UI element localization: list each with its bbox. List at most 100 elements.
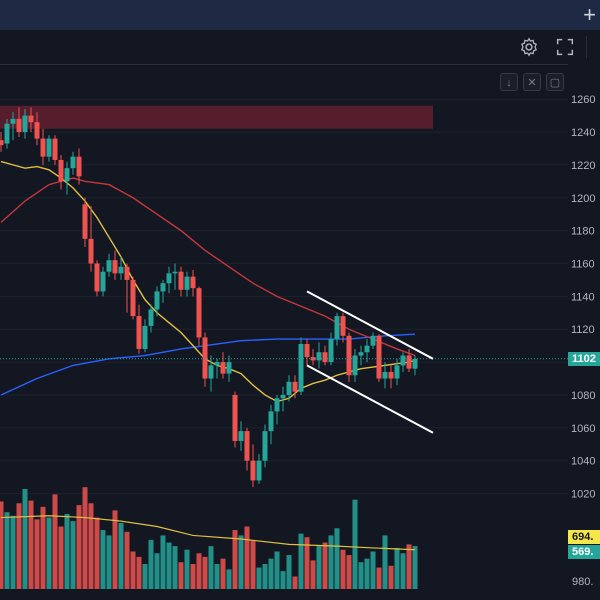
collapse-icon[interactable]: ✕ bbox=[523, 73, 541, 91]
price-chart[interactable]: 1260124012201200118011601140112011001080… bbox=[0, 64, 600, 600]
candle bbox=[406, 348, 412, 372]
volume-bar bbox=[202, 556, 208, 589]
volume-bar bbox=[292, 576, 298, 589]
volume-bar bbox=[274, 551, 280, 589]
volume-bar bbox=[64, 514, 70, 589]
candle bbox=[70, 151, 76, 175]
candle bbox=[340, 312, 346, 343]
toolbar-separator bbox=[586, 36, 587, 58]
maximize-icon[interactable]: ▢ bbox=[546, 73, 564, 91]
resistance-zone bbox=[0, 105, 433, 129]
candle-body bbox=[370, 335, 376, 346]
volume-bar bbox=[286, 555, 292, 589]
volume-bar bbox=[238, 535, 244, 589]
candle bbox=[214, 358, 220, 379]
volume-bar bbox=[148, 539, 154, 589]
candles bbox=[0, 107, 418, 487]
candle-body bbox=[358, 352, 364, 356]
candle bbox=[232, 391, 238, 448]
volume-bar bbox=[166, 542, 172, 589]
volume-bar bbox=[394, 547, 400, 589]
candle-body bbox=[4, 123, 10, 144]
candle-body bbox=[262, 431, 268, 461]
candle-body bbox=[82, 204, 88, 239]
volume-bar bbox=[82, 487, 88, 589]
fullscreen-icon[interactable] bbox=[554, 36, 576, 58]
add-tab-button[interactable]: + bbox=[583, 2, 596, 27]
candle-body bbox=[34, 122, 40, 139]
candle-body bbox=[292, 381, 298, 392]
grid bbox=[0, 98, 568, 495]
volume-bar bbox=[172, 546, 178, 589]
candle-body bbox=[148, 309, 154, 326]
volume-bar bbox=[118, 522, 124, 589]
candle bbox=[286, 375, 292, 402]
price-tick-label: 1240 bbox=[571, 127, 595, 139]
price-tick-label: 1040 bbox=[571, 456, 595, 468]
candle bbox=[262, 424, 268, 468]
candle bbox=[100, 266, 106, 297]
candle bbox=[298, 337, 304, 395]
volume-bar bbox=[214, 564, 220, 589]
candle-body bbox=[244, 431, 250, 461]
candle bbox=[304, 339, 310, 366]
candle bbox=[28, 107, 34, 133]
price-axis[interactable] bbox=[568, 64, 600, 600]
volume-bar bbox=[406, 544, 412, 589]
volume-bar bbox=[328, 535, 334, 589]
candle bbox=[142, 319, 148, 353]
volume-bar bbox=[352, 499, 358, 589]
volume-bar bbox=[76, 505, 82, 589]
price-axis-labels: 1260124012201200118011601140112011001080… bbox=[571, 94, 595, 500]
candle-body bbox=[88, 238, 94, 264]
candle bbox=[202, 332, 208, 387]
candle-body bbox=[208, 365, 214, 379]
candle-body bbox=[118, 266, 124, 274]
candle-body bbox=[334, 316, 340, 340]
candle-body bbox=[322, 352, 328, 363]
volume-bar bbox=[178, 562, 184, 589]
current-price-tag: 1102 bbox=[568, 351, 600, 366]
candle-body bbox=[10, 118, 16, 124]
gear-icon[interactable] bbox=[518, 36, 540, 58]
candle bbox=[388, 365, 394, 389]
volume-bar bbox=[112, 510, 118, 589]
volume-bar bbox=[298, 533, 304, 589]
candle bbox=[322, 345, 328, 366]
volume-bar bbox=[136, 556, 142, 589]
candle-body bbox=[58, 159, 64, 182]
candle-body bbox=[22, 115, 28, 133]
price-tick-label: 1080 bbox=[571, 390, 595, 402]
candle-body bbox=[28, 115, 34, 123]
volume-bar bbox=[58, 526, 64, 589]
volume-bar bbox=[208, 546, 214, 589]
arrow-down-icon[interactable]: ↓ bbox=[500, 73, 518, 91]
volume-bar bbox=[280, 571, 286, 589]
candle bbox=[64, 161, 70, 195]
volume-bar bbox=[28, 500, 34, 589]
candle-body bbox=[202, 337, 208, 379]
volume-bar bbox=[364, 558, 370, 589]
candle bbox=[250, 444, 256, 487]
volume-bar bbox=[316, 546, 322, 589]
volume-bar bbox=[388, 565, 394, 589]
candle-body bbox=[100, 271, 106, 292]
candle-body bbox=[178, 271, 184, 290]
candle bbox=[274, 394, 280, 425]
volume-bar bbox=[70, 521, 76, 589]
candle bbox=[358, 345, 364, 366]
channel-lines[interactable] bbox=[306, 290, 434, 434]
volume-bar bbox=[304, 537, 310, 589]
candle-body bbox=[184, 276, 190, 290]
volume-bar bbox=[0, 501, 4, 589]
candle bbox=[112, 250, 118, 280]
candle-body bbox=[220, 362, 226, 374]
volume-bar bbox=[4, 512, 10, 589]
volume-tag: 569. bbox=[568, 545, 600, 559]
candle-body bbox=[382, 371, 388, 379]
candle-body bbox=[232, 394, 238, 441]
volume-bar bbox=[262, 564, 268, 589]
candle-body bbox=[268, 411, 274, 432]
volume-bar bbox=[88, 503, 94, 589]
candle bbox=[0, 132, 4, 152]
